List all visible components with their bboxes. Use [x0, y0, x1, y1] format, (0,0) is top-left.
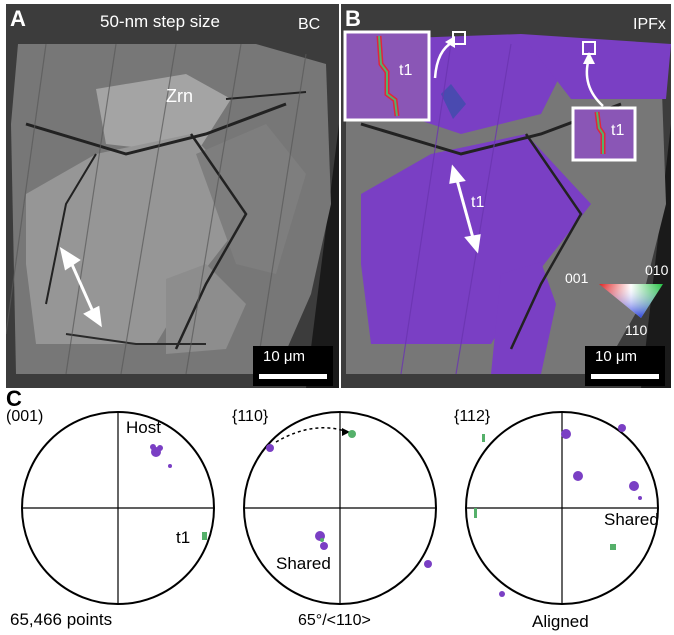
host-label: Host	[126, 418, 161, 437]
points-caption: 65,466 points	[10, 610, 113, 629]
shared-label-3: Shared	[604, 510, 659, 529]
scalebar-line-b	[591, 374, 659, 379]
twin-label: t1	[471, 194, 485, 211]
misorientation-caption: 65°/<110>	[298, 612, 371, 629]
scalebar-label-b: 10 μm	[595, 348, 637, 365]
pole-figure-plot	[21, 411, 215, 605]
zircon-host-grain	[96, 74, 231, 154]
twin-label-c: t1	[176, 528, 191, 547]
panel-b: B IPFx t1 t1 t1 001 010 110 10 μm	[341, 4, 671, 388]
dashed-arrow-icon	[275, 427, 349, 443]
grain-label: Zrn	[166, 86, 193, 106]
inset-left-label: t1	[399, 62, 413, 79]
plane-label-1: (001)	[6, 408, 44, 425]
twin-cluster	[202, 532, 207, 540]
legend-label-110: 110	[625, 322, 648, 338]
panel-b-corner-label: IPFx	[633, 16, 666, 33]
legend-label-001: 001	[565, 270, 589, 286]
aligned-caption: Aligned	[532, 612, 589, 631]
panel-a-corner-label: BC	[298, 16, 321, 33]
plane-label-2: {110}	[232, 408, 269, 425]
panel-b-ipf-map	[341, 4, 671, 388]
pole-figure-plot-3	[465, 411, 659, 605]
scalebar-line	[259, 374, 327, 379]
shared-label-2: Shared	[276, 554, 331, 573]
panel-c-letter: C	[6, 386, 22, 411]
pole-figure-112: {112} Shared Aligned	[450, 404, 672, 635]
panel-a-letter: A	[10, 6, 26, 31]
panel-a-scalebar: 10 μm	[253, 346, 333, 386]
panel-a: A 50-nm step size BC Zrn 10 μm	[6, 4, 339, 388]
pole-figure-plot-2	[243, 411, 437, 605]
panel-a-bc-map	[6, 4, 339, 388]
double-arrow-icon	[59, 246, 102, 328]
double-arrow-icon-b	[449, 164, 481, 254]
panel-a-title: 50-nm step size	[100, 12, 220, 31]
pole-figure-110: {110} Shared 65°/<110>	[228, 404, 450, 635]
plane-label-3: {112}	[454, 408, 491, 425]
inset-right-label: t1	[611, 122, 625, 139]
pole-figure-001: (001) Host t1 65,466 points	[6, 404, 228, 635]
panel-b-scalebar: 10 μm	[585, 346, 665, 386]
legend-label-010: 010	[645, 262, 669, 278]
scalebar-label: 10 μm	[263, 348, 305, 365]
panel-b-letter: B	[345, 6, 361, 31]
host-cluster	[150, 444, 172, 468]
